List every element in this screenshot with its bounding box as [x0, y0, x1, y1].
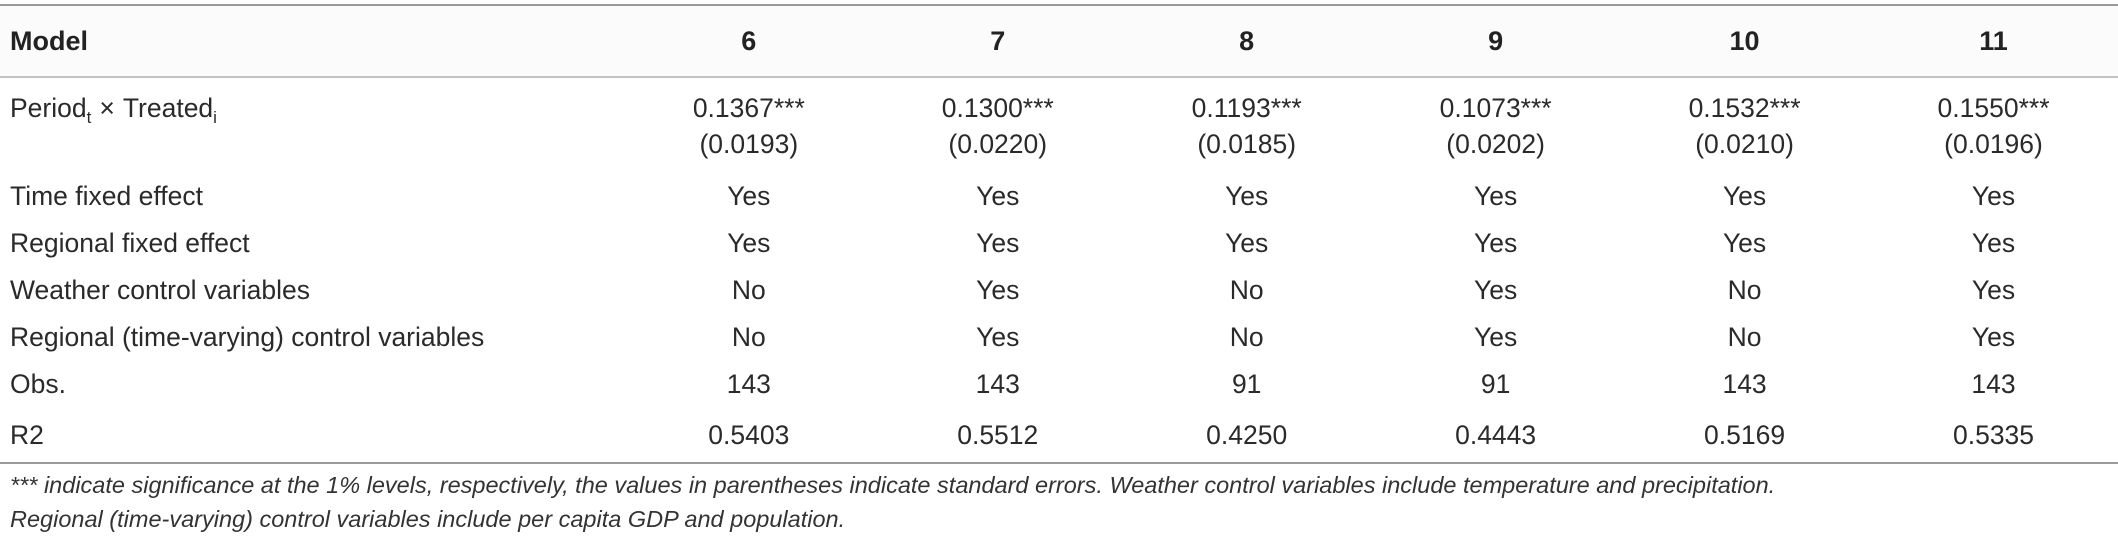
coefficient-estimate: 0.1367***: [692, 93, 805, 123]
row-label: Regional (time-varying) control variable…: [10, 322, 485, 352]
table-cell: Yes: [976, 181, 1020, 211]
table-row: Time fixed effect Yes Yes Yes Yes Yes Ye…: [0, 173, 2118, 220]
header-model-number: 8: [1122, 4, 1372, 78]
table-cell: Yes: [1474, 228, 1518, 258]
header-model-number: 10: [1620, 4, 1870, 78]
header-model-number: 7: [873, 4, 1123, 78]
interaction-coefficient-row: Periodt × Treatedi 0.1367*** (0.0193) 0.13…: [0, 77, 2118, 173]
header-model-number: 9: [1371, 4, 1621, 78]
times-symbol: ×: [99, 93, 115, 123]
table-cell: No: [731, 322, 766, 352]
coefficient-estimate: 0.1073***: [1439, 93, 1552, 123]
table-cell: Yes: [727, 228, 771, 258]
standard-error: (0.0185): [1197, 129, 1297, 159]
header-model-number: 11: [1869, 4, 2118, 78]
coefficient-estimate: 0.1300***: [941, 93, 1054, 123]
interaction-term-label: Periodt × Treatedi: [0, 77, 624, 173]
table-header-row: Model 6 7 8 9 10 11: [0, 4, 2118, 78]
treated-subscript: i: [213, 108, 217, 127]
table-cell: 0.4250: [1122, 408, 1372, 464]
table-row: R2 0.5403 0.5512 0.4250 0.4443 0.5169 0.…: [0, 408, 2118, 464]
table-cell: Yes: [1474, 275, 1518, 305]
table-cell: 0.4443: [1371, 408, 1621, 464]
period-label: Period: [10, 93, 87, 123]
table-cell: Yes: [1722, 181, 1767, 211]
table-cell: 0.5403: [624, 408, 874, 464]
coefficient-cell: 0.1367*** (0.0193): [624, 77, 873, 173]
standard-error: (0.0193): [699, 129, 799, 159]
table-cell: 91: [1231, 369, 1262, 399]
table-cell: Yes: [1722, 228, 1767, 258]
header-model-number: 6: [624, 4, 874, 78]
table-cell: Yes: [976, 322, 1020, 352]
table-cell: 0.5335: [1869, 408, 2118, 464]
coefficient-estimate: 0.1550***: [1937, 93, 2050, 123]
table-cell: Yes: [976, 275, 1020, 305]
regression-table: Model 6 7 8 9 10 11 Periodt × Treatedi 0.1…: [0, 4, 2118, 464]
coefficient-cell: 0.1550*** (0.0196): [1869, 77, 2118, 173]
row-label: Time fixed effect: [10, 181, 203, 211]
coefficient-cell: 0.1073*** (0.0202): [1371, 77, 1620, 173]
standard-error: (0.0202): [1446, 129, 1545, 159]
footnote-line: *** indicate significance at the 1% leve…: [10, 472, 1776, 498]
table-cell: 143: [975, 369, 1020, 399]
table-cell: No: [731, 275, 766, 305]
coefficient-cell: 0.1300*** (0.0220): [873, 77, 1122, 173]
table-cell: 143: [726, 369, 771, 399]
table-cell: No: [1727, 275, 1762, 305]
table-cell: 0.5512: [873, 408, 1123, 464]
table-cell: Yes: [1971, 275, 2016, 305]
table-cell: No: [1727, 322, 1762, 352]
table-cell: 143: [1971, 369, 2016, 399]
table-cell: Yes: [1474, 181, 1518, 211]
treated-label: Treated: [122, 93, 214, 123]
table-cell: 0.5169: [1620, 408, 1870, 464]
table-cell: Yes: [1971, 228, 2016, 258]
table-cell: Yes: [1225, 181, 1269, 211]
table-row: Weather control variables No Yes No Yes …: [0, 267, 2118, 314]
row-label: Obs.: [10, 369, 66, 399]
row-label: Weather control variables: [10, 275, 310, 305]
table-row: Obs. 143 143 91 91 143 143: [0, 361, 2118, 408]
period-subscript: t: [86, 108, 92, 127]
table-row: Regional fixed effect Yes Yes Yes Yes Ye…: [0, 220, 2118, 267]
table-cell: Yes: [976, 228, 1020, 258]
coefficient-estimate: 0.1193***: [1191, 93, 1302, 123]
coefficient-cell: 0.1532*** (0.0210): [1620, 77, 1869, 173]
coefficient-estimate: 0.1532***: [1688, 93, 1801, 123]
table-footnote: *** indicate significance at the 1% leve…: [10, 468, 2110, 536]
table-row: Regional (time-varying) control variable…: [0, 314, 2118, 361]
row-label: R2: [0, 408, 625, 464]
table-cell: 143: [1722, 369, 1767, 399]
standard-error: (0.0196): [1944, 129, 2043, 159]
table-cell: Yes: [727, 181, 771, 211]
table-cell: Yes: [1474, 322, 1518, 352]
footnote-line: Regional (time-varying) control variable…: [10, 506, 846, 532]
table-cell: No: [1229, 322, 1264, 352]
row-label: Regional fixed effect: [10, 228, 250, 258]
header-model-label: Model: [0, 4, 625, 78]
table-cell: No: [1229, 275, 1264, 305]
coefficient-cell: 0.1193*** (0.0185): [1122, 77, 1371, 173]
table-cell: Yes: [1971, 322, 2016, 352]
table-cell: 91: [1480, 369, 1511, 399]
standard-error: (0.0210): [1695, 129, 1794, 159]
standard-error: (0.0220): [948, 129, 1048, 159]
table-cell: Yes: [1971, 181, 2016, 211]
table-cell: Yes: [1225, 228, 1269, 258]
